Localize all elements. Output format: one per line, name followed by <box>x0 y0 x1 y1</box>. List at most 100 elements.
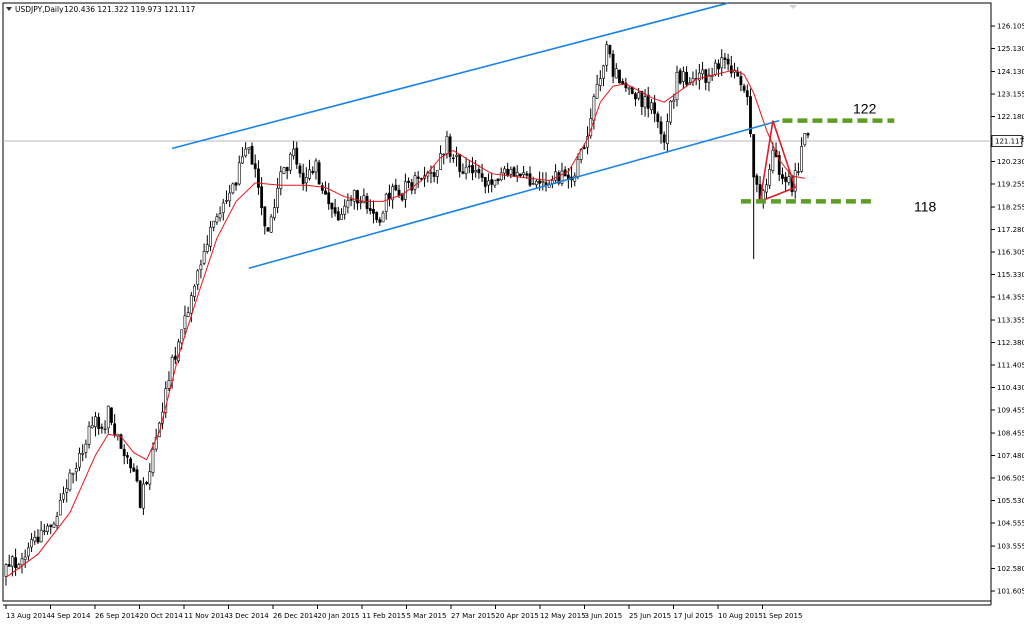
x-tick-label: 5 Mar 2015 <box>407 612 447 620</box>
candle-body <box>94 416 97 428</box>
candle-body <box>624 82 628 89</box>
candle-body <box>74 468 78 473</box>
candle-body <box>241 156 244 164</box>
candle-body <box>193 285 196 297</box>
candle-body <box>20 558 24 566</box>
channel-upper-line[interactable] <box>171 2 729 150</box>
candle-body <box>643 96 647 108</box>
candle-body <box>167 380 171 389</box>
candle-body <box>304 177 308 184</box>
x-tick-label: 26 Dec 2014 <box>273 612 318 620</box>
x-tick-label: 26 Sep 2014 <box>95 612 140 620</box>
candle-body <box>7 564 11 567</box>
candle-body <box>745 90 749 98</box>
plot-frame <box>2 2 992 602</box>
candle-body <box>266 227 270 232</box>
candle-body <box>413 175 417 190</box>
x-tick-label: 11 Feb 2015 <box>362 612 406 620</box>
candle-body <box>442 153 446 156</box>
level-label-122: 122 <box>853 101 877 117</box>
candle-body <box>467 165 471 168</box>
x-tick-label: 17 Jul 2015 <box>674 612 714 620</box>
candle-body <box>378 219 382 223</box>
candle-body <box>598 78 602 86</box>
channel-lower-line[interactable] <box>248 119 780 270</box>
candle-body <box>733 70 736 73</box>
candle-body <box>407 180 410 183</box>
candle-body <box>330 202 334 210</box>
candle-body <box>349 199 353 201</box>
candle-body <box>490 179 494 185</box>
candle-body <box>196 270 200 285</box>
candle-body <box>314 160 318 173</box>
candle-body <box>736 71 740 77</box>
candle-body <box>646 94 650 109</box>
candle-body <box>429 172 433 174</box>
candle-body <box>595 84 599 99</box>
candle-body <box>311 170 315 173</box>
trendline-drawings[interactable]: 122 118 <box>171 2 937 270</box>
y-tick-label: 104.555 <box>997 519 1024 527</box>
candle-body <box>135 469 139 482</box>
candle-body <box>554 171 557 181</box>
candle-body <box>100 426 104 429</box>
candle-body <box>189 295 193 314</box>
candle-body <box>675 72 679 100</box>
candle-body <box>471 164 474 174</box>
y-tick-label: 111.405 <box>997 362 1024 370</box>
candle-body <box>531 183 535 185</box>
candle-body <box>84 443 88 453</box>
candle-body <box>493 179 497 186</box>
candle-body <box>81 453 85 455</box>
candle-body <box>749 96 752 135</box>
candle-body <box>803 133 807 146</box>
y-tick-label: 118.255 <box>997 204 1024 212</box>
candle-body <box>765 184 768 193</box>
candle-body <box>97 416 101 430</box>
candle-body <box>458 154 462 172</box>
candle-body <box>212 220 216 228</box>
candle-body <box>608 45 612 55</box>
candle-body <box>352 190 356 202</box>
candle-body <box>23 556 27 560</box>
candle-body <box>538 180 542 184</box>
y-tick-label: 106.505 <box>997 475 1024 483</box>
candle-body <box>308 169 311 179</box>
x-tick-label: 13 Aug 2014 <box>6 612 51 620</box>
collapse-arrow-icon[interactable] <box>6 7 12 11</box>
candle-body <box>244 148 248 157</box>
candle-body <box>480 173 484 178</box>
candle-body <box>713 62 717 75</box>
candle-body <box>205 244 209 252</box>
candle-body <box>445 136 449 154</box>
candle-body <box>327 192 331 205</box>
candle-body <box>78 452 81 468</box>
x-tick-label: 1 Sep 2015 <box>763 612 803 620</box>
candle-body <box>761 190 765 201</box>
candle-body <box>106 405 110 429</box>
candle-body <box>225 200 228 202</box>
x-tick-label: 12 May 2015 <box>540 612 586 620</box>
candle-body <box>515 172 519 177</box>
candle-body <box>257 168 260 188</box>
triangle-pattern[interactable] <box>759 120 797 203</box>
candle-body <box>282 167 286 174</box>
candle-body <box>320 185 324 191</box>
candle-body <box>592 96 596 121</box>
candle-body <box>46 525 49 532</box>
y-tick-label: 120.230 <box>997 158 1024 166</box>
candle-body <box>103 428 107 431</box>
candle-body <box>522 172 526 175</box>
candle-body <box>62 493 65 500</box>
x-tick-label: 27 Mar 2015 <box>451 612 495 620</box>
candle-body <box>726 58 730 65</box>
candle-body <box>250 145 254 165</box>
chart-shift-marker[interactable] <box>789 5 797 9</box>
candle-body <box>36 536 40 543</box>
price-tag-label: 121.117 <box>995 138 1024 146</box>
candle-body <box>697 72 701 81</box>
ohlc-readout: 120.436 121.322 119.973 121.117 <box>64 5 195 14</box>
candle-body <box>503 168 506 174</box>
